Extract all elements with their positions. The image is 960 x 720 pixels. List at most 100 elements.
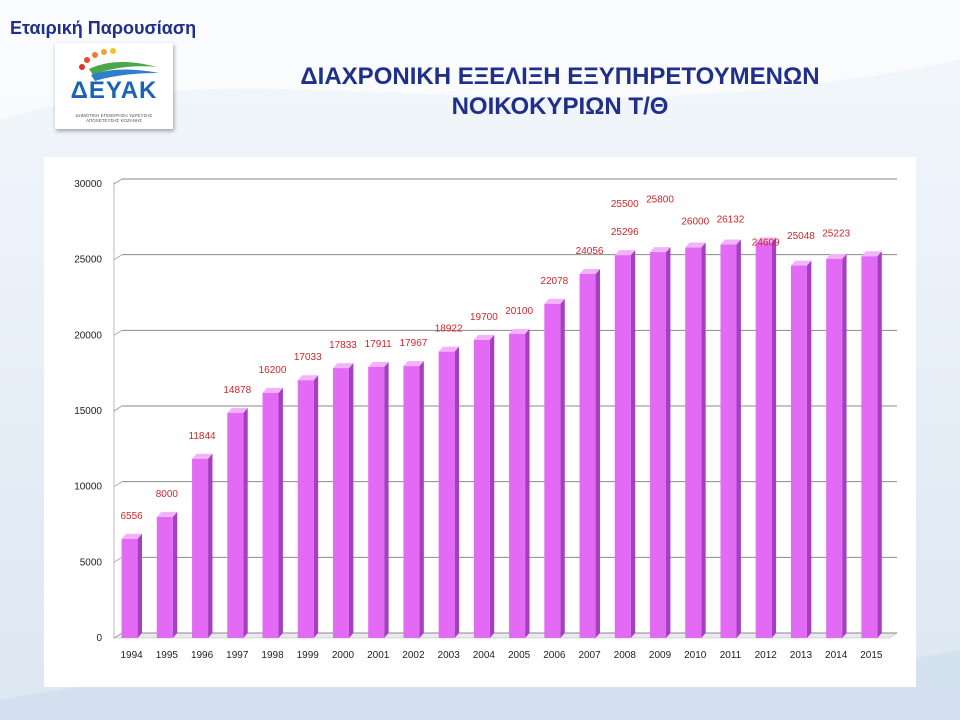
x-tick-label: 2010 [684,650,707,661]
section-header: Εταιρική Παρουσίαση [10,18,197,38]
x-tick-label: 2008 [614,650,637,661]
bar-top [579,268,600,274]
y-tick-label: 0 [96,633,102,644]
gridline-depth [113,632,123,639]
logo-name: ΔΕΥΑΚ [70,77,158,104]
slide-title-line-1: ΔΙΑΧΡΟΝΙΚΗ ΕΞΕΛΙΞΗ ΕΞΥΠΗΡΕΤΟΥΜΕΝΩΝ [300,63,820,90]
bar [826,258,843,638]
bar-side [595,268,600,638]
company-logo: ΔΕΥΑΚ ΔΗΜΟΤΙΚΗ ΕΠΙΧΕΙΡΗΣΗ ΥΔΡΕΥΣΗΣ ΑΠΟΧΕ… [55,43,173,129]
bar [438,351,455,638]
bar-side [701,242,706,638]
y-tick-label: 15000 [74,406,102,417]
bar [861,256,878,638]
x-tick-label: 1998 [261,650,284,661]
bar-top [473,334,495,340]
data-label: 24056 [576,246,604,257]
bar [650,252,667,638]
bar-side [525,328,530,638]
bar-side [419,361,424,638]
bar [473,339,490,638]
bar-side [313,375,319,638]
bar [192,458,209,638]
data-label: 16200 [259,365,287,376]
bar-top [614,250,636,256]
y-tick-label: 30000 [74,179,102,190]
bar-side [806,260,812,638]
logo-subtitle: ΔΗΜΟΤΙΚΗ ΕΠΙΧΕΙΡΗΣΗ ΥΔΡΕΥΣΗΣ ΑΠΟΧΕΤΕΥΣΗΣ… [75,113,153,123]
x-tick-label: 2005 [508,650,531,661]
x-tick-label: 2011 [720,650,742,661]
x-tick-label: 2007 [578,650,601,661]
bar-top [755,237,777,243]
bar-side [560,298,565,638]
bar [368,366,385,638]
x-tick-label: 2012 [755,650,778,661]
x-tick-label: 2002 [402,650,425,661]
bar [720,244,737,638]
bar-side [842,253,847,638]
bar [544,303,561,638]
data-label: 26000 [681,217,709,228]
x-tick-label: 2001 [367,650,390,661]
bar-top [861,251,882,257]
data-label: 25800 [646,195,674,206]
bar-side [666,247,671,638]
data-label: 19700 [470,312,498,323]
bar-top [297,375,319,381]
gridline-depth [113,481,123,488]
bar-top [192,453,213,459]
bar-top [156,511,178,517]
data-label: 17967 [400,338,428,349]
data-label: 24609 [752,238,780,249]
logo-emblem-icon [79,48,159,81]
bar [121,538,138,638]
bar-side [489,334,495,638]
x-tick-label: 2015 [860,650,883,661]
bar-top [650,247,671,253]
bar [790,265,807,638]
bar-side [348,363,354,638]
data-label: 22078 [540,276,568,287]
bar [509,333,526,638]
bar-side [736,239,741,638]
data-label: 20100 [505,306,533,317]
gridline-depth [113,329,123,336]
data-label: 25223 [822,228,850,239]
y-tick-label: 10000 [74,482,102,493]
bar-side [243,407,248,638]
x-tick-label: 2009 [649,650,672,661]
slide-title: ΔΙΑΧΡΟΝΙΚΗ ΕΞΕΛΙΞΗ ΕΞΥΠΗΡΕΤΟΥΜΕΝΩΝ ΝΟΙΚΟ… [230,62,890,122]
gridline-depth [113,178,123,185]
chart-panel: 0 5000 10000 15000 20000 25000 30000 1994 1995 19… [44,157,916,687]
bar [755,242,772,638]
bar [156,516,173,638]
bar-top [720,239,741,245]
gridline-depth [113,556,123,563]
y-tick-label: 25000 [74,255,102,266]
bar-side [208,453,213,638]
bar [579,273,596,638]
data-label: 8000 [156,489,179,500]
bar-top [262,387,283,393]
x-tick-label: 1996 [191,650,214,661]
x-tick-label: 2003 [438,650,461,661]
data-label: 11844 [189,431,217,442]
x-tick-label: 2013 [790,650,813,661]
bar [614,255,631,638]
data-label: 25048 [787,231,815,242]
x-tick-label: 2014 [825,650,848,661]
data-label: 14878 [223,385,251,396]
data-label: 26132 [717,215,745,226]
bar-side [384,361,389,638]
bar-top [544,298,565,304]
data-label: 17033 [294,352,322,363]
gridline-depth [113,254,123,261]
x-tick-label: 2006 [543,650,566,661]
bar-side [278,387,283,638]
data-label: 25500 [611,199,639,210]
bar-top [509,328,530,334]
bar-top [826,253,847,259]
data-label: 17833 [329,340,357,351]
bar-top [790,260,812,266]
